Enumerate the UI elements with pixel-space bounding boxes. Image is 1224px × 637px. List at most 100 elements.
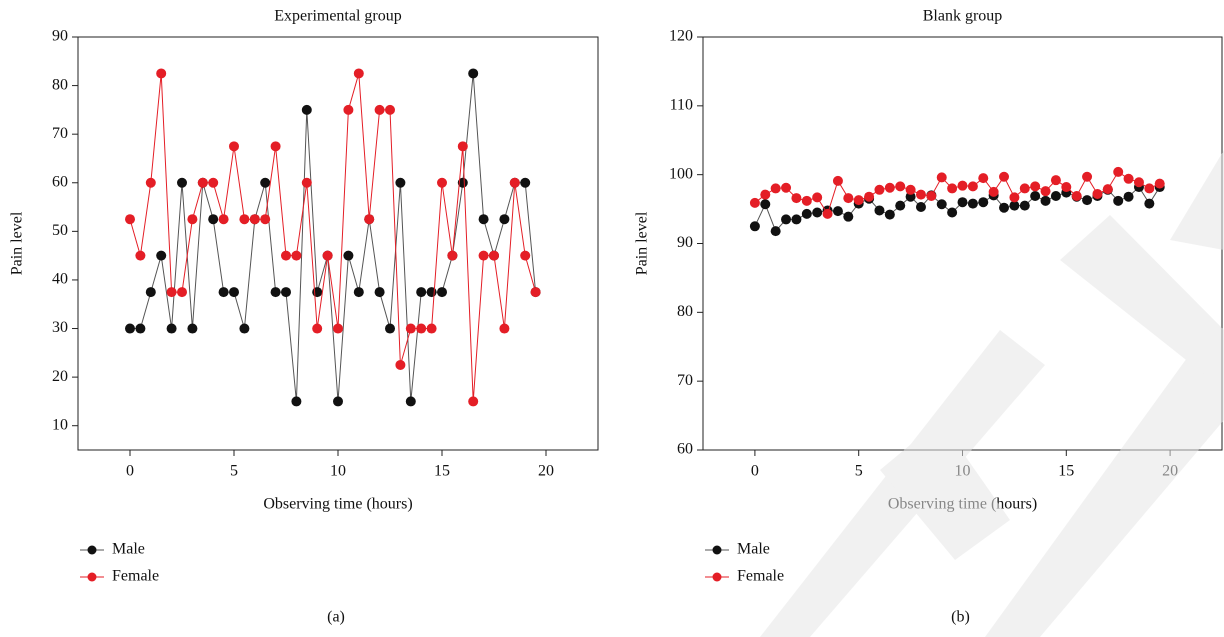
data-point: [915, 202, 926, 213]
data-point: [489, 250, 499, 261]
watermark-band: [1170, 150, 1224, 250]
data-point: [843, 211, 854, 222]
data-point: [749, 221, 760, 232]
plot-frame: [77, 36, 599, 451]
data-point: [301, 104, 312, 115]
data-point: [1113, 166, 1124, 177]
data-point: [1009, 200, 1020, 211]
data-point: [426, 287, 437, 298]
y-tick-label: 60: [52, 173, 68, 190]
y-tick-label: 70: [677, 372, 693, 389]
data-point: [135, 323, 146, 334]
y-axis-label: Pain level: [634, 211, 651, 275]
data-point: [125, 214, 135, 225]
panel-label: (a): [327, 609, 345, 626]
data-point: [374, 104, 385, 115]
y-tick-label: 40: [52, 271, 68, 288]
chart-title: Blank group: [923, 8, 1003, 25]
data-point: [291, 250, 302, 261]
data-point: [884, 209, 895, 220]
data-point: [905, 184, 916, 195]
data-point: [343, 250, 354, 261]
data-point: [1133, 177, 1144, 188]
data-point: [187, 214, 198, 225]
data-point: [884, 182, 895, 193]
data-point: [832, 206, 843, 217]
x-tick-label: 15: [434, 463, 450, 480]
data-point: [1113, 195, 1124, 206]
data-point: [1050, 191, 1061, 202]
data-point: [1019, 183, 1030, 194]
data-point: [364, 214, 375, 225]
data-point: [177, 177, 187, 188]
data-point: [197, 177, 208, 188]
data-point: [832, 175, 843, 186]
data-point: [312, 287, 323, 298]
data-point: [478, 250, 489, 261]
y-tick-label: 110: [670, 97, 693, 114]
data-point: [895, 200, 906, 211]
data-point: [520, 250, 531, 261]
data-point: [333, 396, 343, 407]
legend-label: Female: [112, 568, 159, 585]
y-tick-label: 70: [52, 125, 68, 142]
y-tick-label: 60: [677, 441, 693, 458]
data-point: [260, 214, 271, 225]
data-point: [509, 177, 520, 188]
x-tick-label: 20: [538, 463, 554, 480]
data-point: [530, 287, 541, 298]
data-point: [281, 250, 291, 261]
data-point: [874, 205, 885, 216]
y-tick-label: 100: [669, 165, 693, 182]
y-tick-label: 90: [677, 234, 693, 251]
data-point: [999, 171, 1010, 182]
data-point: [291, 396, 302, 407]
data-point: [353, 68, 364, 79]
data-point: [957, 180, 968, 191]
data-point: [322, 250, 333, 261]
data-point: [145, 287, 156, 298]
data-point: [208, 214, 219, 225]
data-point: [437, 287, 447, 298]
data-point: [239, 214, 250, 225]
series-line: [130, 73, 537, 402]
data-point: [812, 192, 823, 203]
data-point: [1030, 181, 1041, 192]
x-tick-label: 5: [230, 463, 238, 480]
data-point: [145, 177, 156, 188]
data-point: [936, 172, 947, 183]
y-tick-label: 120: [669, 28, 693, 45]
data-point: [249, 214, 260, 225]
data-point: [499, 214, 510, 225]
data-point: [166, 323, 177, 334]
data-point: [395, 359, 406, 370]
data-point: [864, 191, 875, 202]
legend-label: Female: [737, 568, 784, 585]
data-point: [967, 181, 978, 192]
data-point: [978, 197, 989, 208]
data-point: [301, 177, 312, 188]
data-point: [333, 323, 343, 334]
data-point: [385, 104, 395, 115]
data-point: [426, 323, 437, 334]
data-point: [468, 68, 479, 79]
y-tick-label: 20: [52, 368, 68, 385]
data-point: [1030, 191, 1041, 202]
data-point: [801, 195, 812, 206]
data-point: [1040, 186, 1051, 197]
data-point: [760, 189, 771, 200]
watermark: [760, 150, 1224, 637]
data-point: [1154, 178, 1165, 189]
data-point: [1123, 173, 1134, 184]
data-point: [926, 191, 937, 202]
data-point: [1019, 200, 1030, 211]
data-point: [1071, 191, 1082, 202]
data-point: [1040, 195, 1051, 206]
series-line: [754, 171, 1160, 216]
data-point: [978, 173, 989, 184]
chart-title: Experimental group: [274, 8, 402, 25]
data-point: [405, 323, 416, 334]
data-point: [1144, 198, 1155, 209]
data-point: [1061, 182, 1072, 193]
watermark-band: [880, 420, 1010, 560]
